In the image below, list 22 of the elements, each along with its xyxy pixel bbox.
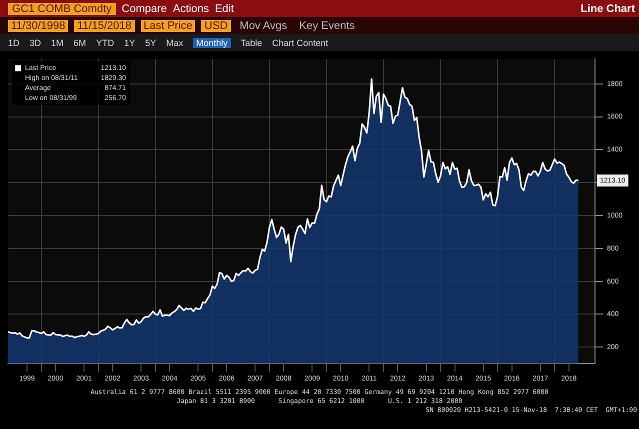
text: 11/15/2018: [74, 20, 134, 32]
text: YTD: [96, 38, 114, 48]
text: 11/30/1998: [8, 20, 68, 32]
text: Edit: [214, 2, 234, 14]
text: Last Price: [140, 20, 196, 32]
chart-title: GC1 COMB Comdty: [8, 2, 116, 14]
chart-subtitle: Line Chart: [580, 2, 636, 14]
text: 6M: [74, 38, 86, 48]
text: 1D: [8, 38, 20, 48]
text: Actions: [172, 2, 209, 14]
text: Table: [240, 38, 262, 48]
text: Compare: [122, 2, 167, 14]
text: Max: [166, 38, 184, 48]
text: Monthly: [193, 38, 231, 48]
text: USD: [201, 20, 231, 32]
text: Mov Avgs: [238, 20, 288, 32]
text: 5Y: [145, 38, 156, 48]
text: Key Events: [298, 20, 356, 32]
text: 3D: [30, 38, 42, 48]
text: Chart Content: [272, 38, 328, 48]
text: 1M: [51, 38, 64, 48]
text: 1Y: [124, 38, 136, 48]
